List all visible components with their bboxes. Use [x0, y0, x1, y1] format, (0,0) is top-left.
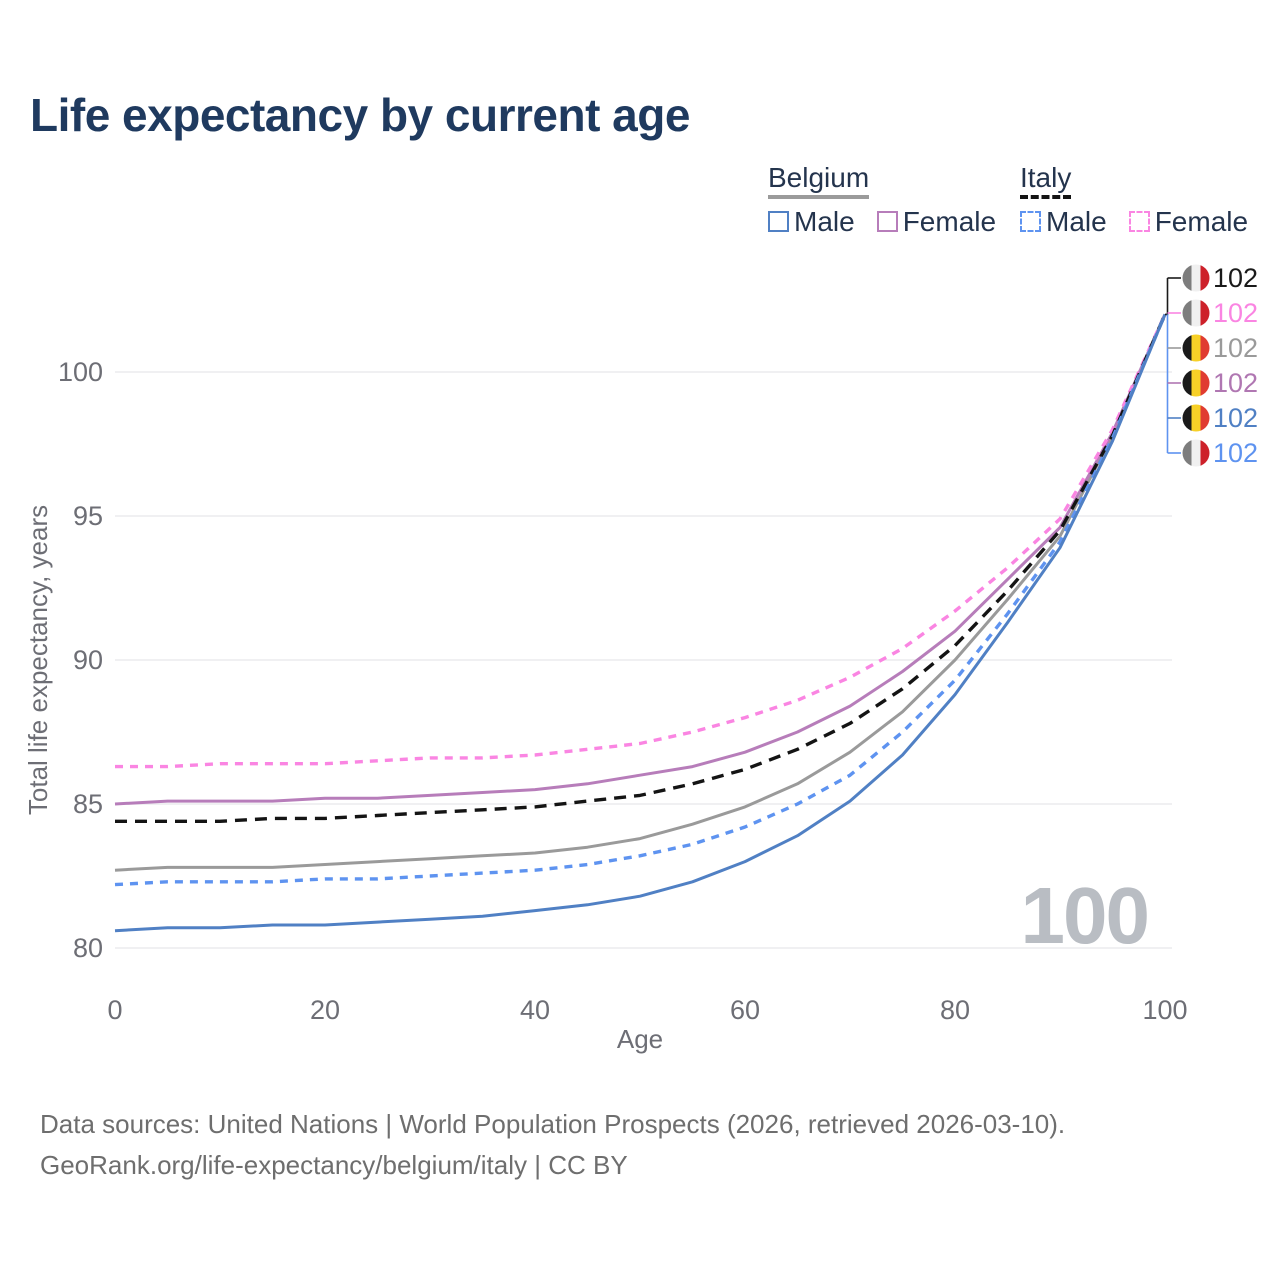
- legend-swatch-italy-male-icon: [1020, 211, 1041, 233]
- y-tick-label: 100: [58, 357, 103, 387]
- x-tick-label: 60: [730, 995, 760, 1025]
- legend-swatch-belgium-female-icon: [876, 211, 898, 233]
- series-line-italy_female: [115, 313, 1167, 769]
- series-line-belgium_male: [114, 313, 1167, 933]
- y-tick-label: 85: [73, 789, 103, 819]
- x-tick-label: 40: [520, 995, 550, 1025]
- legend-group-italy: Italy Male Female: [1020, 162, 1248, 238]
- end-value-label: 102: [1213, 403, 1258, 433]
- x-tick-label: 0: [107, 995, 122, 1025]
- legend-item-italy-female[interactable]: Female: [1128, 205, 1249, 238]
- end-value-label: 102: [1213, 438, 1258, 468]
- legend-swatch-belgium-male-icon: [768, 211, 789, 233]
- x-tick-label: 80: [940, 995, 970, 1025]
- end-value-label: 102: [1213, 298, 1258, 328]
- flag-belgium-icon: [1182, 404, 1210, 432]
- attribution-text: GeoRank.org/life-expectancy/belgium/ital…: [40, 1150, 628, 1180]
- flag-belgium-icon: [1182, 369, 1210, 397]
- y-tick-label: 80: [73, 933, 103, 963]
- flag-italy-icon: [1182, 439, 1210, 467]
- watermark-age-indicator: 100: [1020, 871, 1150, 960]
- legend-group-title-belgium: Belgium: [768, 162, 870, 199]
- series-line-italy_total: [115, 313, 1167, 823]
- legend-items-belgium: Male Female: [768, 206, 996, 238]
- legend-item-italy-male[interactable]: Male: [1020, 206, 1107, 238]
- flag-italy-icon: [1182, 264, 1210, 292]
- x-tick-label: 20: [310, 995, 340, 1025]
- chart-footer: Data sources: United Nations | World Pop…: [40, 1104, 1065, 1186]
- end-value-label: 102: [1213, 263, 1258, 293]
- legend-swatch-italy-female-icon: [1128, 211, 1150, 233]
- legend-item-belgium-female[interactable]: Female: [876, 205, 997, 238]
- legend-item-belgium-male[interactable]: Male: [768, 206, 855, 238]
- flag-belgium-icon: [1182, 334, 1210, 362]
- legend-item-label: Male: [1046, 205, 1107, 237]
- x-axis-title: Age: [617, 1024, 663, 1054]
- flag-italy-icon: [1182, 299, 1210, 327]
- legend-item-label: Female: [1154, 205, 1249, 237]
- legend-group-belgium: Belgium Male Female: [768, 162, 996, 238]
- y-tick-label: 90: [73, 645, 103, 675]
- legend-items-italy: Male Female: [1020, 206, 1248, 238]
- series-line-belgium_total: [114, 313, 1167, 872]
- y-axis-title: Total life expectancy, years: [23, 505, 53, 815]
- legend-group-title-italy: Italy: [1020, 162, 1072, 199]
- x-tick-label: 100: [1142, 995, 1187, 1025]
- series-line-italy_male: [114, 313, 1167, 887]
- legend-item-label: Female: [902, 205, 997, 237]
- page-title: Life expectancy by current age: [30, 89, 690, 141]
- data-source-text: Data sources: United Nations | World Pop…: [40, 1109, 1066, 1139]
- series-line-belgium_female: [114, 313, 1167, 806]
- legend-item-label: Male: [794, 205, 855, 237]
- end-label-connector: [1165, 278, 1169, 316]
- end-value-label: 102: [1213, 368, 1258, 398]
- end-value-label: 102: [1213, 333, 1258, 363]
- y-tick-label: 95: [73, 501, 103, 531]
